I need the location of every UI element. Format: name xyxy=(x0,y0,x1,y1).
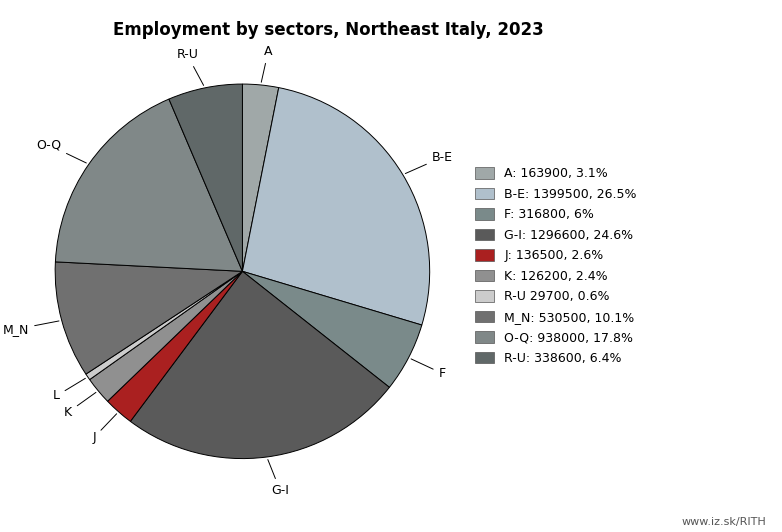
Wedge shape xyxy=(242,271,421,387)
Text: www.iz.sk/RITH: www.iz.sk/RITH xyxy=(682,517,766,527)
Text: F: F xyxy=(411,359,446,380)
Text: G-I: G-I xyxy=(267,460,289,497)
Text: K: K xyxy=(64,393,96,419)
Text: M_N: M_N xyxy=(3,321,59,336)
Text: O-Q: O-Q xyxy=(36,138,86,163)
Wedge shape xyxy=(90,271,242,401)
Text: B-E: B-E xyxy=(405,151,453,173)
Text: R-U: R-U xyxy=(176,48,203,86)
Wedge shape xyxy=(108,271,242,421)
Wedge shape xyxy=(56,99,242,271)
Wedge shape xyxy=(86,271,242,380)
Text: A: A xyxy=(261,45,272,82)
Wedge shape xyxy=(169,84,242,271)
Text: Employment by sectors, Northeast Italy, 2023: Employment by sectors, Northeast Italy, … xyxy=(113,21,543,39)
Wedge shape xyxy=(131,271,389,459)
Legend: A: 163900, 3.1%, B-E: 1399500, 26.5%, F: 316800, 6%, G-I: 1296600, 24.6%, J: 136: A: 163900, 3.1%, B-E: 1399500, 26.5%, F:… xyxy=(475,167,637,365)
Wedge shape xyxy=(242,88,429,325)
Wedge shape xyxy=(56,262,242,374)
Text: L: L xyxy=(53,378,85,402)
Wedge shape xyxy=(242,84,278,271)
Text: J: J xyxy=(92,414,117,444)
